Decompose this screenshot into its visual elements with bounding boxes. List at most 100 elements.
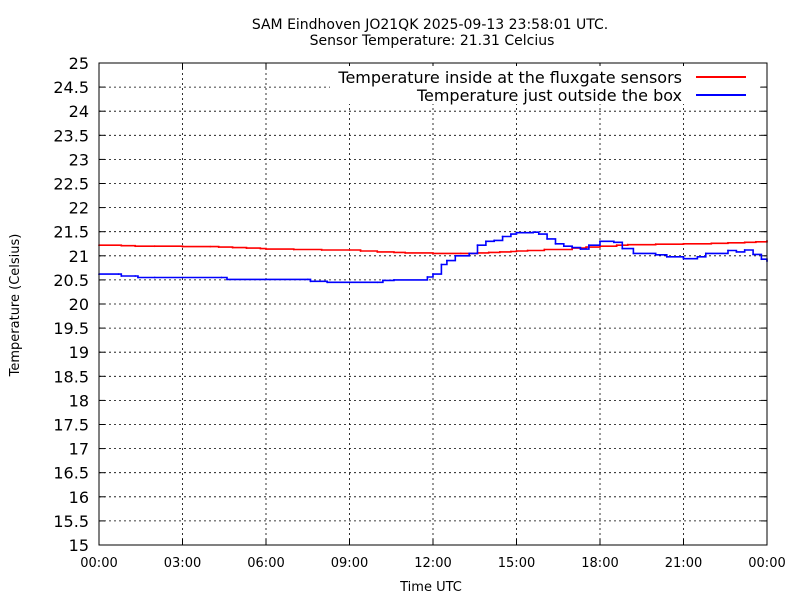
data-point — [309, 280, 312, 283]
data-point — [181, 245, 184, 248]
data-point — [515, 231, 518, 234]
data-point — [579, 248, 582, 251]
data-point — [426, 276, 429, 278]
data-point — [454, 254, 457, 257]
data-point — [546, 238, 548, 240]
grid — [98, 62, 768, 546]
x-tick-label: 12:00 — [414, 556, 451, 571]
data-point — [245, 247, 248, 250]
data-point — [755, 240, 757, 243]
data-point — [382, 279, 384, 282]
y-tick-label: 15 — [69, 536, 89, 555]
series-line-0 — [99, 240, 768, 255]
y-tick-label: 20.5 — [53, 271, 89, 290]
x-axis-label: Time UTC — [399, 580, 462, 595]
y-tick-label: 21.5 — [53, 223, 89, 242]
y-tick-labels: 15 15.5 16 16.5 17 17.5 18 18.5 19 19.5 20 20.5 21 21… — [53, 54, 89, 555]
x-tick-label: 06:00 — [247, 556, 284, 571]
data-point — [459, 252, 462, 255]
data-point — [468, 252, 471, 255]
y-tick-label: 16.5 — [53, 464, 89, 483]
y-tick-label: 21 — [69, 247, 89, 266]
data-point — [735, 251, 738, 253]
data-point — [526, 249, 529, 252]
data-point — [292, 248, 295, 251]
data-point — [376, 281, 379, 284]
data-point — [682, 242, 685, 245]
x-tick-label: 21:00 — [665, 556, 702, 571]
x-tick-label: 00:00 — [748, 556, 785, 571]
y-axis-label: Temperature (Celsius) — [8, 234, 23, 378]
data-point — [626, 243, 629, 246]
data-point — [393, 251, 395, 254]
data-point — [588, 244, 590, 247]
data-point — [137, 276, 139, 279]
data-point — [654, 243, 657, 246]
data-point — [153, 245, 156, 248]
data-point — [562, 245, 565, 248]
data-point — [120, 244, 123, 247]
data-point — [226, 278, 228, 281]
data-point — [153, 276, 156, 279]
data-point — [727, 241, 729, 244]
y-tick-label: 24 — [69, 102, 89, 121]
data-point — [220, 276, 223, 279]
data-point — [348, 249, 351, 251]
data-point — [537, 233, 540, 236]
data-point — [532, 231, 535, 234]
data-point — [120, 275, 123, 277]
y-tick-label: 19 — [69, 343, 89, 362]
data-point — [510, 250, 512, 253]
x-tick-label: 15:00 — [498, 556, 535, 571]
data-point — [704, 252, 707, 255]
data-point — [743, 249, 746, 251]
legend-label-outside: Temperature just outside the box — [416, 86, 682, 105]
data-point — [615, 244, 618, 247]
data-point — [585, 246, 587, 249]
y-tick-label: 22.5 — [53, 175, 89, 194]
data-point — [515, 250, 518, 252]
data-point — [446, 259, 448, 262]
data-point — [554, 242, 557, 245]
data-point — [493, 239, 496, 242]
data-point — [752, 253, 754, 256]
data-point — [599, 240, 601, 243]
data-point — [654, 253, 657, 256]
data-point — [209, 245, 212, 248]
data-point — [632, 252, 635, 255]
data-point — [727, 249, 729, 252]
chart-subtitle: Sensor Temperature: 21.31 Celcius — [310, 33, 555, 49]
y-tick-label: 24.5 — [53, 78, 89, 97]
data-point — [665, 255, 668, 258]
data-point — [571, 246, 574, 249]
data-point — [501, 235, 504, 238]
data-point — [376, 251, 379, 253]
data-point — [760, 258, 763, 261]
data-point — [543, 248, 546, 251]
data-point — [487, 251, 490, 254]
y-tick-label: 18 — [69, 391, 89, 410]
data-point — [621, 247, 624, 250]
y-tick-label: 19.5 — [53, 319, 89, 338]
y-tick-label: 17.5 — [53, 416, 89, 435]
data-point — [613, 241, 615, 244]
x-tick-label: 03:00 — [164, 556, 201, 571]
legend: Temperature inside at the fluxgate senso… — [330, 66, 760, 105]
data-point — [306, 278, 309, 281]
x-tick-label: 09:00 — [331, 556, 368, 571]
data-point — [476, 244, 479, 247]
data-point — [404, 252, 407, 254]
data-point — [393, 279, 395, 281]
data-point — [265, 248, 267, 251]
x-tick-label: 00:00 — [80, 556, 117, 571]
data-point — [510, 233, 512, 236]
y-tick-label: 17 — [69, 440, 89, 459]
data-point — [117, 273, 120, 275]
data-point — [359, 250, 362, 252]
y-tick-label: 18.5 — [53, 367, 89, 386]
y-tick-label: 20 — [69, 295, 89, 314]
series-lines — [98, 231, 768, 284]
data-point — [134, 275, 137, 277]
y-tick-label: 23 — [69, 150, 89, 169]
